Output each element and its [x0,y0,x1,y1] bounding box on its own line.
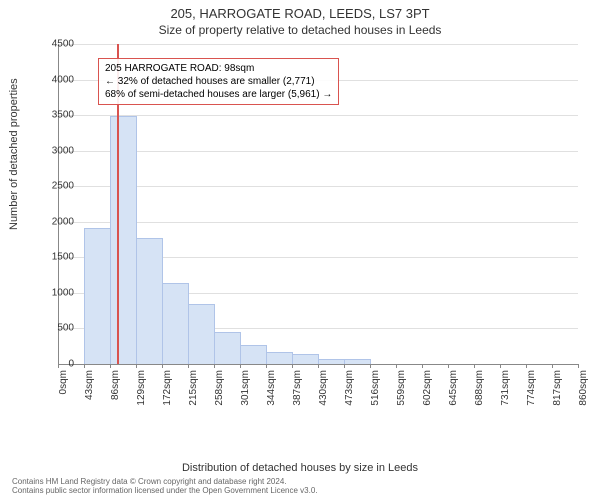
histogram-bar [188,304,215,364]
x-axis-label: Distribution of detached houses by size … [0,462,600,474]
y-axis [58,44,59,364]
x-tick-label: 387sqm [292,370,303,410]
x-tick [188,364,189,368]
chart-title: 205, HARROGATE ROAD, LEEDS, LS7 3PT [0,0,600,21]
y-tick-label: 4000 [34,74,74,85]
x-tick [526,364,527,368]
x-tick [474,364,475,368]
x-tick [214,364,215,368]
x-tick-label: 774sqm [526,370,537,410]
x-tick-label: 0sqm [58,370,69,410]
footer-line: Contains HM Land Registry data © Crown c… [12,477,318,487]
footer-line: Contains public sector information licen… [12,486,318,496]
gridline [58,44,578,45]
x-tick-label: 688sqm [474,370,485,410]
annotation-line: 205 HARROGATE ROAD: 98sqm [105,62,332,75]
y-tick-label: 1500 [34,252,74,263]
annotation-line: 68% of semi-detached houses are larger (… [105,88,332,101]
x-tick [396,364,397,368]
x-tick-label: 301sqm [240,370,251,410]
x-tick [344,364,345,368]
chart-subtitle: Size of property relative to detached ho… [0,21,600,37]
histogram-bar [292,354,319,364]
x-tick-label: 516sqm [370,370,381,410]
x-tick-label: 860sqm [578,370,589,410]
x-tick-label: 172sqm [162,370,173,410]
x-tick-label: 473sqm [344,370,355,410]
y-axis-label: Number of detached properties [8,78,20,230]
x-tick [578,364,579,368]
x-tick-label: 258sqm [214,370,225,410]
x-tick-label: 129sqm [136,370,147,410]
x-tick-label: 430sqm [318,370,329,410]
x-tick-label: 731sqm [500,370,511,410]
annotation-line: ← 32% of detached houses are smaller (2,… [105,75,332,88]
y-tick-label: 0 [34,359,74,370]
histogram-bar [162,283,189,364]
histogram-bar [266,352,293,364]
histogram-bar [136,238,163,364]
histogram-bar [110,116,137,364]
x-tick [136,364,137,368]
x-tick [110,364,111,368]
y-tick-label: 1000 [34,287,74,298]
x-tick [318,364,319,368]
y-tick-label: 4500 [34,39,74,50]
x-tick [84,364,85,368]
x-tick [370,364,371,368]
annotation-box: 205 HARROGATE ROAD: 98sqm← 32% of detach… [98,58,339,105]
x-tick [552,364,553,368]
histogram-bar [84,228,111,364]
histogram-bar [240,345,267,364]
x-tick [292,364,293,368]
x-tick [162,364,163,368]
y-tick-label: 500 [34,323,74,334]
x-tick [448,364,449,368]
y-tick-label: 2500 [34,181,74,192]
x-tick-label: 344sqm [266,370,277,410]
x-tick [240,364,241,368]
x-tick-label: 43sqm [84,370,95,410]
x-tick-label: 817sqm [552,370,563,410]
footer-attribution: Contains HM Land Registry data © Crown c… [12,477,318,496]
x-tick [422,364,423,368]
x-tick-label: 602sqm [422,370,433,410]
x-tick-label: 215sqm [188,370,199,410]
x-tick-label: 86sqm [110,370,121,410]
x-tick [500,364,501,368]
y-tick-label: 3000 [34,145,74,156]
y-tick-label: 3500 [34,110,74,121]
x-tick-label: 645sqm [448,370,459,410]
x-tick [266,364,267,368]
x-tick-label: 559sqm [396,370,407,410]
histogram-bar [214,332,241,364]
y-tick-label: 2000 [34,216,74,227]
chart-plot-area: 0sqm 43sqm 86sqm 129sqm 172sqm 215sqm 258sqm 30… [58,44,578,414]
